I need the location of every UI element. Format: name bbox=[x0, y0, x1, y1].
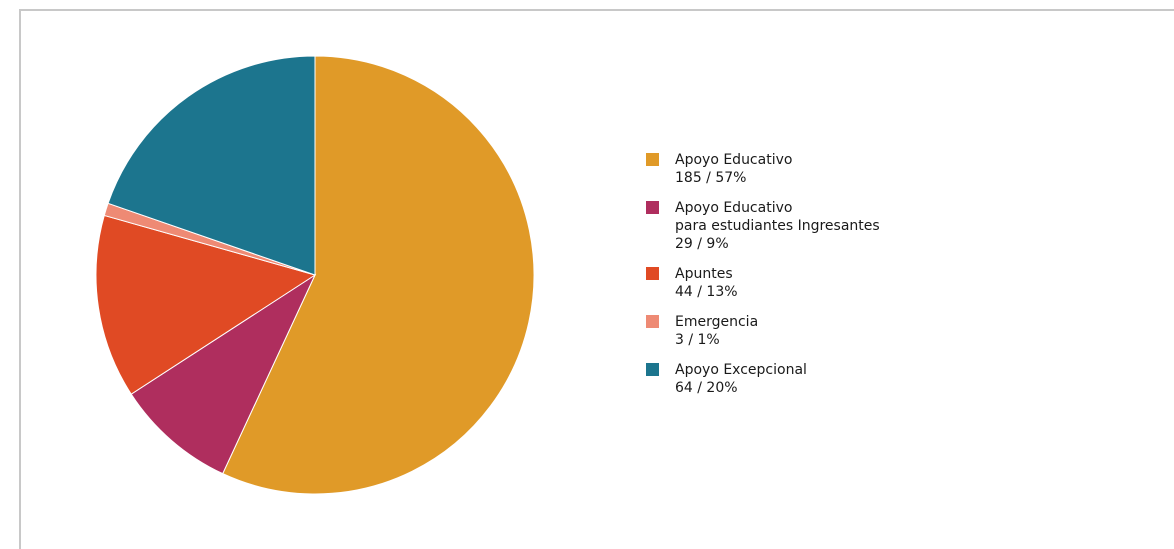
legend-label-line-1: Apoyo Educativo bbox=[675, 200, 793, 216]
legend-swatch bbox=[646, 267, 659, 280]
legend-value: 64 / 20% bbox=[675, 380, 738, 396]
legend-label: Apoyo Educativo bbox=[675, 152, 793, 168]
pie-slice-apoyo-educativo[interactable] bbox=[222, 55, 535, 495]
legend-item-emergencia[interactable]: Emergencia 3 / 1% bbox=[646, 313, 1046, 349]
legend-item-apuntes[interactable]: Apuntes 44 / 13% bbox=[646, 265, 1046, 301]
legend-label: Apoyo Excepcional bbox=[675, 362, 807, 378]
legend-value: 185 / 57% bbox=[675, 170, 747, 186]
pie-slice-apoyo-educativo-ingresantes[interactable] bbox=[130, 273, 317, 475]
legend-label: Emergencia bbox=[675, 314, 759, 330]
pie-slice-apoyo-excepcional[interactable] bbox=[107, 55, 316, 276]
legend-item-apoyo-educativo-ingresantes[interactable]: Apoyo Educativo para estudiantes Ingresa… bbox=[646, 199, 1046, 253]
chart-legend: Apoyo Educativo 185 / 57% Apoyo Educativ… bbox=[646, 151, 1046, 409]
pie-slice-apuntes[interactable] bbox=[95, 214, 317, 395]
legend-swatch bbox=[646, 153, 659, 166]
legend-item-apoyo-educativo[interactable]: Apoyo Educativo 185 / 57% bbox=[646, 151, 1046, 187]
legend-value: 44 / 13% bbox=[675, 284, 738, 300]
legend-item-apoyo-excepcional[interactable]: Apoyo Excepcional 64 / 20% bbox=[646, 361, 1046, 397]
legend-value: 3 / 1% bbox=[675, 332, 720, 348]
legend-swatch bbox=[646, 201, 659, 214]
legend-label: Apuntes bbox=[675, 266, 733, 282]
legend-swatch bbox=[646, 363, 659, 376]
legend-swatch bbox=[646, 315, 659, 328]
chart-frame bbox=[19, 9, 1174, 549]
legend-label-line-2: para estudiantes Ingresantes bbox=[675, 218, 880, 234]
pie-chart bbox=[95, 55, 535, 495]
legend-value: 29 / 9% bbox=[675, 236, 729, 252]
